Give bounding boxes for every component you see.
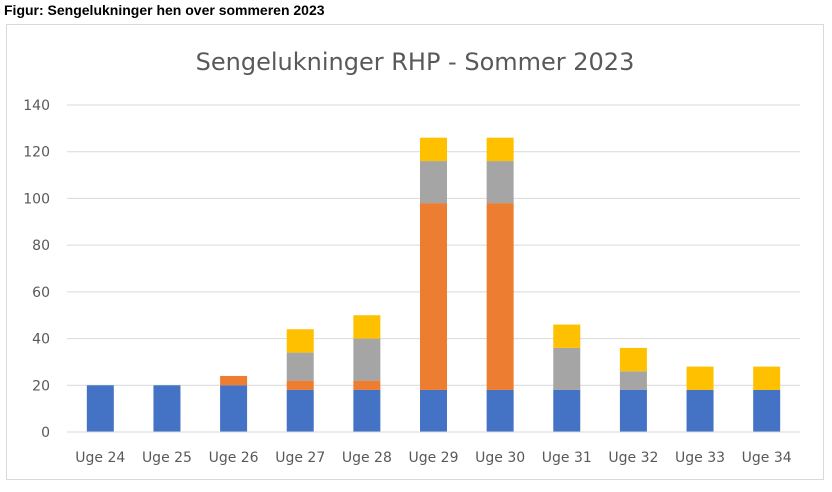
bar-segment-series-1: [153, 385, 181, 432]
bar-segment-series-1: [753, 389, 781, 432]
y-tick-label: 80: [32, 238, 50, 254]
y-tick-label: 100: [23, 191, 50, 207]
x-tick-label: Uge 26: [209, 450, 259, 466]
bar-segment-series-2: [220, 375, 248, 386]
y-tick-label: 140: [23, 98, 50, 114]
bar-segment-series-4: [286, 329, 314, 353]
bar-segment-series-3: [486, 161, 514, 204]
x-tick-label: Uge 30: [475, 450, 525, 466]
bar-segment-series-1: [686, 389, 714, 432]
x-tick-label: Uge 29: [408, 450, 458, 466]
x-tick-label: Uge 24: [75, 450, 125, 466]
bar-segment-series-2: [420, 203, 447, 390]
bars: [86, 137, 781, 432]
bar-segment-series-1: [619, 389, 647, 432]
bar-segment-series-1: [353, 389, 381, 432]
bar-segment-series-1: [486, 389, 514, 432]
y-tick-label: 40: [32, 332, 50, 348]
x-tick-label: Uge 28: [342, 450, 392, 466]
bar-segment-series-4: [486, 137, 514, 162]
bar-segment-series-3: [619, 371, 647, 390]
x-tick-label: Uge 27: [275, 450, 325, 466]
x-tick-label: Uge 34: [742, 450, 792, 466]
bar-segment-series-2: [286, 380, 314, 390]
figure-caption: Figur: Sengelukninger hen over sommeren …: [4, 2, 325, 18]
bar-segment-series-4: [420, 137, 447, 162]
bar-segment-series-1: [553, 389, 581, 432]
y-tick-label: 0: [41, 425, 50, 441]
bar-segment-series-1: [86, 385, 114, 432]
bar-segment-series-4: [753, 366, 781, 390]
bar-segment-series-3: [420, 161, 447, 204]
bar-segment-series-1: [286, 389, 314, 432]
x-tick-label: Uge 33: [675, 450, 725, 466]
y-axis-ticks: 0 20 40 60 80 100 120 140: [23, 98, 50, 441]
bar-segment-series-1: [220, 385, 248, 432]
bar-segment-series-3: [286, 352, 314, 381]
x-axis-ticks: Uge 24 Uge 25 Uge 26 Uge 27 Uge 28 Uge 29 Uge …: [75, 450, 791, 466]
bar-segment-series-2: [353, 380, 381, 390]
x-tick-label: Uge 32: [608, 450, 658, 466]
y-tick-label: 60: [32, 285, 50, 301]
bar-segment-series-4: [619, 347, 647, 372]
bar-segment-series-3: [553, 347, 581, 390]
bar-segment-series-4: [353, 315, 381, 339]
y-tick-label: 20: [32, 378, 50, 394]
bar-segment-series-4: [553, 324, 581, 348]
x-tick-label: Uge 31: [542, 450, 592, 466]
bar-segment-series-3: [353, 338, 381, 381]
bar-segment-series-2: [486, 203, 514, 390]
bar-segment-series-1: [420, 389, 447, 432]
y-tick-label: 120: [23, 145, 50, 161]
chart-title: Sengelukninger RHP - Sommer 2023: [196, 48, 635, 76]
bar-segment-series-4: [686, 366, 714, 390]
x-tick-label: Uge 25: [142, 450, 192, 466]
